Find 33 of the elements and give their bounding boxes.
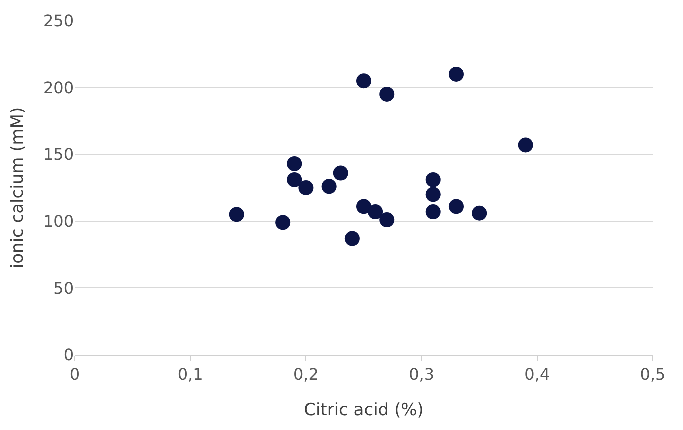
y-tick-label: 250 bbox=[43, 12, 74, 31]
y-axis-title: ionic calcium (mM) bbox=[8, 107, 28, 269]
y-tick-label: 50 bbox=[54, 278, 74, 298]
point bbox=[356, 74, 372, 89]
point bbox=[287, 172, 302, 188]
point bbox=[356, 199, 372, 214]
point bbox=[448, 66, 464, 82]
y-tick-label: 100 bbox=[43, 212, 74, 231]
x-tick-label: 0,1 bbox=[178, 365, 204, 384]
x-tick-label: 0,2 bbox=[293, 365, 319, 384]
y-tick-label: 200 bbox=[43, 78, 74, 98]
point bbox=[426, 187, 441, 202]
point bbox=[426, 172, 441, 188]
y-tick-label: 0 bbox=[64, 346, 74, 365]
point bbox=[448, 199, 464, 214]
point bbox=[518, 138, 534, 153]
x-tick-label: 0,4 bbox=[524, 365, 550, 384]
point bbox=[472, 206, 488, 221]
point bbox=[322, 179, 337, 194]
point bbox=[276, 215, 291, 230]
point bbox=[344, 231, 360, 246]
point bbox=[380, 212, 395, 228]
x-tick-label: 0,3 bbox=[409, 365, 435, 384]
y-tick-label: 150 bbox=[43, 145, 74, 164]
point bbox=[380, 86, 395, 102]
x-axis-title: Citric acid (%) bbox=[304, 400, 424, 421]
point bbox=[287, 156, 302, 172]
point bbox=[426, 204, 441, 220]
point bbox=[298, 180, 314, 196]
point bbox=[368, 204, 384, 220]
point bbox=[229, 207, 244, 222]
point bbox=[333, 166, 348, 181]
x-tick-label: 0,5 bbox=[640, 365, 666, 384]
